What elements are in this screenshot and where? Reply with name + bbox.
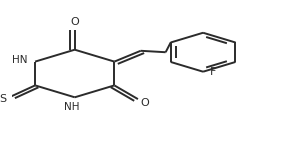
Text: S: S (0, 94, 7, 104)
Text: HN: HN (12, 55, 28, 65)
Text: O: O (70, 17, 79, 27)
Text: NH: NH (64, 102, 80, 112)
Text: O: O (141, 98, 149, 108)
Text: F: F (210, 67, 217, 77)
